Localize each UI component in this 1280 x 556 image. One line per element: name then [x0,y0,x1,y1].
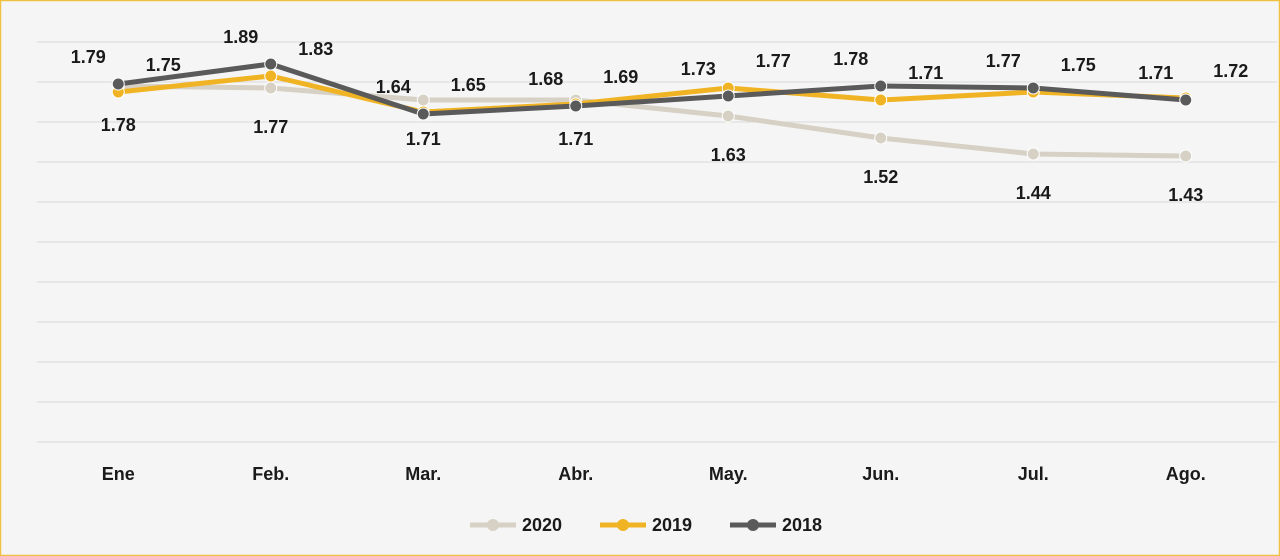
data-point [1026,81,1040,95]
legend-label: 2018 [782,515,822,535]
data-point [264,69,278,83]
data-label: 1.89 [223,27,258,47]
data-label: 1.68 [528,69,563,89]
data-point [1179,93,1193,107]
legend-label: 2019 [652,515,692,535]
legend-marker [617,519,629,531]
legend-label: 2020 [522,515,562,535]
data-label: 1.75 [1061,55,1096,75]
data-label: 1.77 [756,51,791,71]
data-point [1026,147,1040,161]
legend-marker [747,519,759,531]
data-label: 1.72 [1213,61,1248,81]
data-point [416,93,430,107]
x-tick-label: Feb. [252,464,289,484]
data-label: 1.77 [986,51,1021,71]
series-line [117,61,1186,117]
data-label: 1.79 [71,47,106,67]
data-label: 1.64 [376,77,411,97]
data-label: 1.43 [1168,185,1203,205]
x-tick-label: Abr. [558,464,593,484]
data-label: 1.78 [833,49,868,69]
x-tick-label: Jul. [1018,464,1049,484]
series-line [118,83,1186,159]
data-point [1179,149,1193,163]
data-label: 1.71 [908,63,943,83]
data-label: 1.71 [406,129,441,149]
legend-marker [487,519,499,531]
data-label: 1.52 [863,167,898,187]
series-line [117,73,1186,115]
x-tick-label: Ago. [1166,464,1206,484]
data-point [721,109,735,123]
data-point [874,93,888,107]
data-point [874,131,888,145]
x-tick-label: Mar. [405,464,441,484]
data-point [264,81,278,95]
x-tick-label: Jun. [862,464,899,484]
data-point [569,99,583,113]
data-point [874,79,888,93]
data-point [111,77,125,91]
data-label: 1.75 [146,55,181,75]
data-label: 1.77 [253,117,288,137]
data-point [416,107,430,121]
data-label: 1.65 [451,75,486,95]
data-label: 1.73 [681,59,716,79]
x-tick-label: May. [709,464,748,484]
x-tick-label: Ene [102,464,135,484]
data-label: 1.71 [1138,63,1173,83]
data-label: 1.44 [1016,183,1051,203]
data-point [264,57,278,71]
data-label: 1.78 [101,115,136,135]
data-label: 1.83 [298,39,333,59]
data-point [721,89,735,103]
data-label: 1.69 [603,67,638,87]
data-label: 1.63 [711,145,746,165]
data-label: 1.71 [558,129,593,149]
